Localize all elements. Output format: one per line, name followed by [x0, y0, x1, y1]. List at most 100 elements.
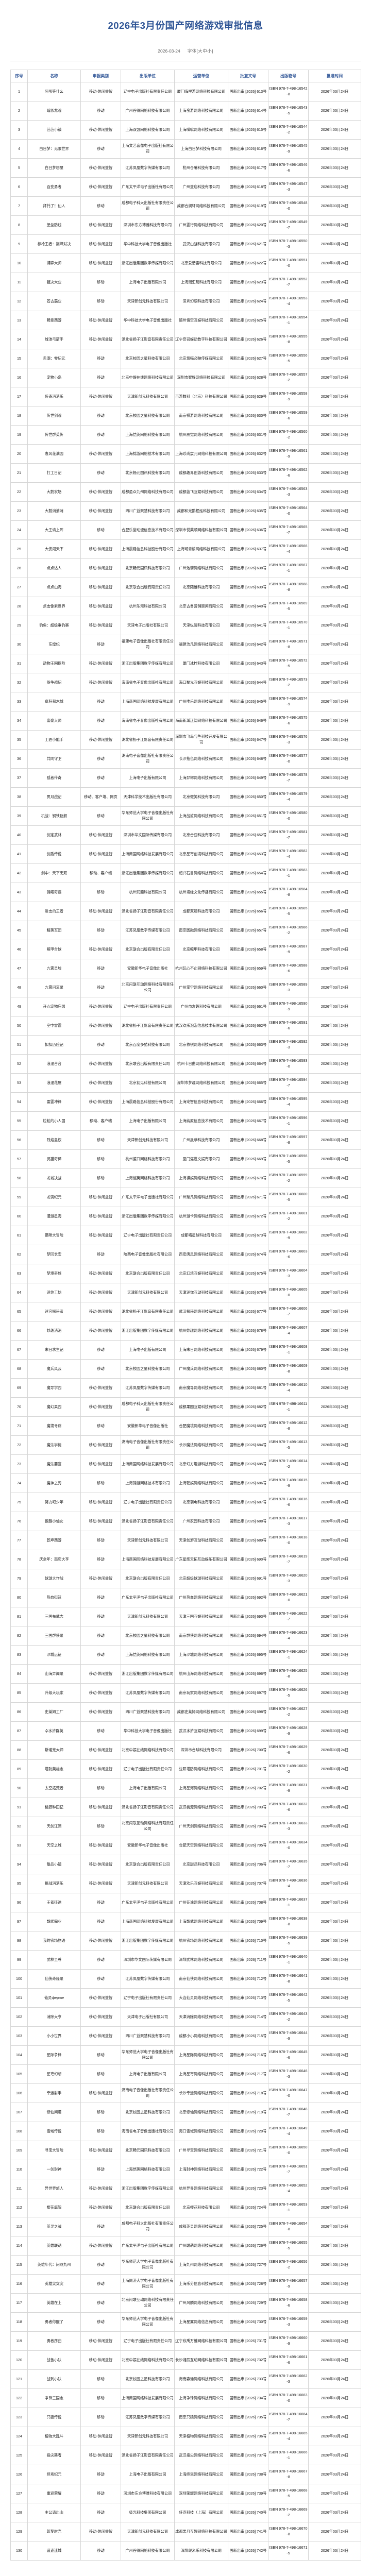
cell-isbn: ISBN 978-7-498-16609-8	[268, 1359, 309, 1379]
cell-publisher: 北京闪联互动网络科技有限责任公司	[121, 977, 175, 997]
cell-seq: 121	[10, 2369, 28, 2389]
cell-name: 三国群侠录	[27, 1625, 81, 1646]
table-row: 63 梦境奇旅 移动-休闲益智 北京联合出版有限责任公司 北京幻境互娱科技有限公司 国新出…	[10, 1263, 361, 1283]
table-row: 45 精英军团 移动 江苏凤凰数字传媒有限公司 南京圆融网络科技有限公司 国新出审 [20…	[10, 920, 361, 940]
cell-seq: 44	[10, 901, 28, 921]
cell-name: 堡垒防线	[27, 215, 81, 235]
cell-approval-date: 2026年03月24日	[308, 2007, 361, 2027]
font-size-large-link[interactable]: 大	[198, 48, 203, 54]
cell-isbn: ISBN 978-7-498-16556-5	[268, 348, 309, 368]
cell-seq: 114	[10, 2235, 28, 2256]
table-row: 9 标枪王者：巅峰对决 移动-休闲益智 华中科技大学电子音像出版社 武汉山骁科技有限公司…	[10, 234, 361, 254]
cell-category: 移动	[80, 196, 121, 216]
cell-publisher: 四川广益聚慧科技有限公司	[121, 1702, 175, 1722]
cell-approval-date: 2026年03月24日	[308, 234, 361, 254]
cell-approval-date: 2026年03月24日	[308, 2159, 361, 2179]
cell-operator: 杭州农场网络科技有限公司	[174, 1930, 228, 1951]
cell-approval-date: 2026年03月24日	[308, 1492, 361, 1512]
cell-seq: 112	[10, 2197, 28, 2217]
cell-approval-date: 2026年03月24日	[308, 501, 361, 521]
cell-approval-date: 2026年03月24日	[308, 177, 361, 197]
cell-approval-date: 2026年03月24日	[308, 1645, 361, 1665]
cell-operator: 成都双晨科技有限公司	[174, 901, 228, 921]
cell-isbn: ISBN 978-7-498-16542-8	[268, 81, 309, 101]
cell-doc-no: 国新出审 [2026] 739号	[228, 2483, 268, 2503]
cell-name: 剑中：天下无双	[27, 863, 81, 883]
cell-seq: 21	[10, 463, 28, 483]
cell-operator: 广东星辉天拓互动娱乐有限公司	[174, 1549, 228, 1569]
cell-operator: 沈阳塔防网络科技有限公司	[174, 1759, 228, 1779]
cell-name: 宠物小岛	[27, 367, 81, 387]
cell-name: 魏武霸业	[27, 1911, 81, 1931]
cell-name: 仙灵ферme	[27, 1988, 81, 2008]
cell-operator: 广州唯乐网络科技有限公司	[174, 691, 228, 711]
cell-name: 大侠闯天下	[27, 539, 81, 559]
cell-seq: 26	[10, 558, 28, 578]
cell-category: 移动-休闲益智	[80, 1054, 121, 1074]
cell-isbn: ISBN 978-7-498-16577-0	[268, 749, 309, 769]
cell-category: 移动-休闲益智	[80, 1930, 121, 1951]
cell-doc-no: 国新出审 [2026] 731号	[228, 2331, 268, 2351]
cell-category: 移动-休闲益智	[80, 1301, 121, 1321]
table-row: 101 仙灵ферme 移动-休闲益智 辽宁电子出版社有限责任公司 大连仙灵网络科技有限…	[10, 1988, 361, 2008]
table-row: 103 小小世界 移动-休闲益智 四川广益聚慧科技有限公司 成都小小网络科技有限公司 国新…	[10, 2026, 361, 2046]
cell-publisher: 北京闪联互动网络科技有限责任公司	[121, 2293, 175, 2313]
cell-operator: 广州益启科技有限公司	[174, 177, 228, 197]
cell-seq: 81	[10, 1606, 28, 1626]
cell-name: 主公请出山	[27, 2502, 81, 2522]
cell-approval-date: 2026年03月24日	[308, 1111, 361, 1131]
cell-doc-no: 国新出审 [2026] 628号	[228, 367, 268, 387]
cell-approval-date: 2026年03月24日	[308, 2255, 361, 2275]
cell-doc-no: 国新出审 [2026] 619号	[228, 196, 268, 216]
cell-name: 塔防英雄志	[27, 1759, 81, 1779]
cell-doc-no: 国新出审 [2026] 627号	[228, 348, 268, 368]
cell-seq: 2	[10, 100, 28, 121]
cell-category: 移动-休闲益智	[80, 2426, 121, 2446]
cell-publisher: 江苏凤凰数字传媒有限公司	[121, 1969, 175, 1989]
table-row: 75 努力吧少年 移动-休闲益智 辽宁电子出版社有限责任公司 北京羽电科技有限公司 国新出…	[10, 1492, 361, 1512]
cell-doc-no: 国新出审 [2026] 660号	[228, 977, 268, 997]
cell-publisher: 浙江出版集团数字传媒有限公司	[121, 253, 175, 273]
cell-publisher: 深圳市东方博雅科技有限公司	[121, 2483, 175, 2503]
cell-isbn: ISBN 978-7-498-16574-9	[268, 691, 309, 711]
cell-approval-date: 2026年03月24日	[308, 1225, 361, 1245]
cell-doc-no: 国新出审 [2026] 672号	[228, 1206, 268, 1226]
cell-doc-no: 国新出审 [2026] 626号	[228, 329, 268, 349]
cell-operator: 上海乐分信息科技有限公司	[174, 2274, 228, 2294]
cell-approval-date: 2026年03月24日	[308, 1568, 361, 1588]
cell-doc-no: 国新出审 [2026] 712号	[228, 1969, 268, 1989]
cell-seq: 82	[10, 1625, 28, 1646]
cell-operator: 海口聚光互娱科技有限公司	[174, 672, 228, 692]
cell-approval-date: 2026年03月24日	[308, 291, 361, 311]
cell-isbn: ISBN 978-7-498-16573-2	[268, 672, 309, 692]
cell-doc-no: 国新出审 [2026] 663号	[228, 1035, 268, 1055]
cell-isbn: ISBN 978-7-498-16641-8	[268, 1969, 309, 1989]
cell-doc-no: 国新出审 [2026] 662号	[228, 1015, 268, 1036]
cell-category: 移动	[80, 1892, 121, 1912]
cell-seq: 5	[10, 158, 28, 178]
table-row: 51 扣扣历险记 移动 北京百度多酷科技有限公司 北京依锐网络科技有限公司 国新出审 [2…	[10, 1035, 361, 1055]
cell-name: 筑梦时光	[27, 2521, 81, 2541]
cell-publisher: 合肥乐堂动漫信息技术有限公司	[121, 520, 175, 540]
cell-isbn: ISBN 978-7-498-16663-0	[268, 2388, 309, 2408]
cell-publisher: 海南省电子音像出版社有限公司	[121, 2121, 175, 2141]
cell-isbn: ISBN 978-7-498-16614-2	[268, 1454, 309, 1474]
cell-category: 移动-休闲益智	[80, 253, 121, 273]
cell-isbn: ISBN 978-7-498-16669-2	[268, 2502, 309, 2522]
cell-approval-date: 2026年03月24日	[308, 2426, 361, 2446]
font-size-controls: 字体[大中小]	[188, 48, 213, 54]
cell-publisher: 湖南电子音像出版社有限责任公司	[121, 1435, 175, 1455]
cell-publisher: 天津新创元科技有限公司	[121, 1130, 175, 1150]
cell-category: 移动-休闲益智	[80, 825, 121, 845]
font-size-small-link[interactable]: 小	[207, 48, 212, 54]
cell-isbn: ISBN 978-7-498-16626-5	[268, 1683, 309, 1703]
cell-operator: 上海星河网络科技有限公司	[174, 1778, 228, 1798]
font-size-medium-link[interactable]: 中	[203, 48, 208, 54]
cell-approval-date: 2026年03月24日	[308, 482, 361, 502]
cell-seq: 10	[10, 253, 28, 273]
cell-operator: 上海星穹网络科技有限公司	[174, 2064, 228, 2084]
cell-isbn: ISBN 978-7-498-16548-0	[268, 196, 309, 216]
cell-seq: 49	[10, 996, 28, 1016]
cell-approval-date: 2026年03月24日	[308, 1187, 361, 1207]
cell-name: 争锋三国志	[27, 2388, 81, 2408]
